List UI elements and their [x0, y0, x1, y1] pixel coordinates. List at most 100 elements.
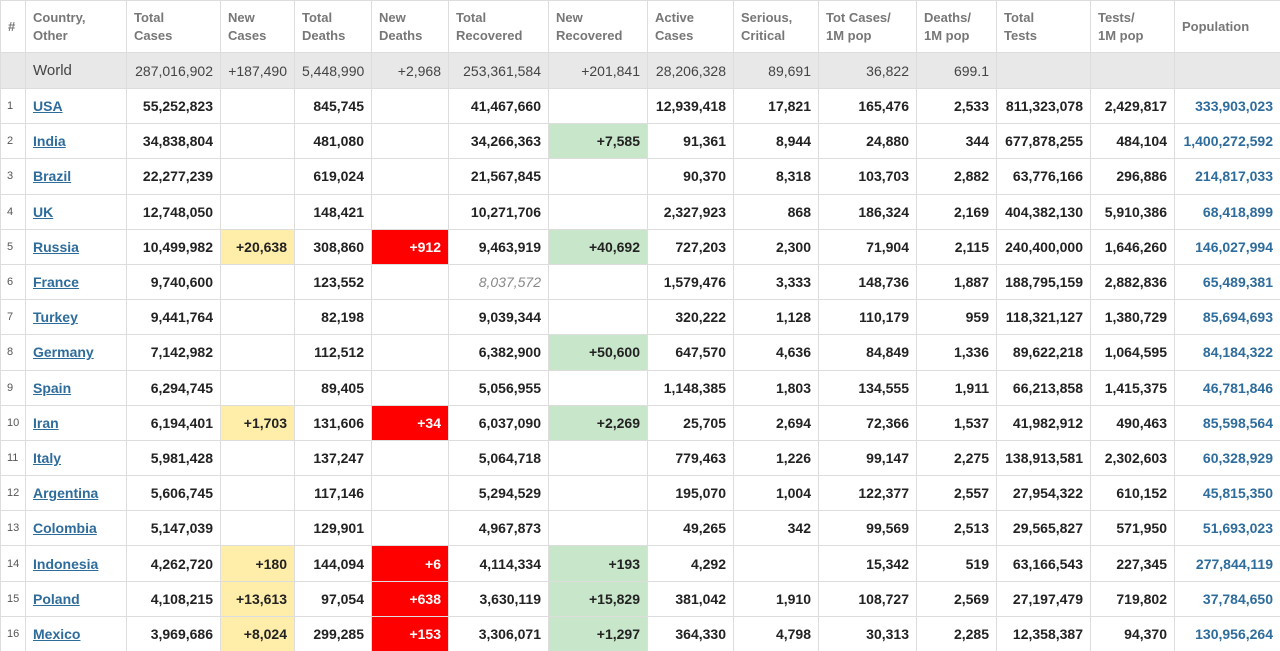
country-link[interactable]: Colombia	[33, 520, 97, 537]
cell: 9,463,919	[448, 228, 549, 265]
cell: 15	[0, 580, 26, 617]
column-header[interactable]: New Deaths	[371, 0, 449, 53]
cell	[220, 510, 295, 547]
cell: 29,565,827	[996, 510, 1091, 547]
cell: 27,197,479	[996, 580, 1091, 617]
cell	[220, 369, 295, 406]
country-row: 3 Brazil 22,277,239 619,024 21,567,845 90,370…	[0, 158, 1280, 195]
column-header[interactable]: #	[0, 0, 26, 53]
cell: +912	[371, 228, 449, 265]
column-header[interactable]: Total Recovered	[448, 0, 549, 53]
cell: 82,198	[294, 299, 372, 336]
cell: 55,252,823	[126, 87, 221, 125]
column-header[interactable]: New Recovered	[548, 0, 648, 53]
cell: 63,166,543	[996, 545, 1091, 582]
country-link[interactable]: Italy	[33, 449, 62, 466]
cell: 65,489,381	[1174, 263, 1280, 301]
cell: 10	[0, 404, 26, 441]
cell: 2,115	[916, 228, 997, 265]
country-link[interactable]: Turkey	[33, 309, 78, 326]
cell: 4,292	[647, 545, 734, 582]
cell	[371, 123, 449, 160]
cell	[371, 334, 449, 371]
column-header[interactable]: Serious, Critical	[733, 0, 819, 53]
cell: 227,345	[1090, 545, 1175, 582]
header-text: Total	[456, 9, 487, 25]
cell: 28,206,328	[647, 52, 734, 89]
cell: 1,128	[733, 299, 819, 336]
cell: 647,570	[647, 334, 734, 371]
cell: 89,691	[733, 52, 819, 89]
column-header[interactable]: Tot Cases/1M pop	[818, 0, 917, 53]
cell	[548, 87, 648, 125]
cell: 27,954,322	[996, 475, 1091, 512]
country-link[interactable]: Mexico	[33, 625, 81, 642]
cell: 108,727	[818, 580, 917, 617]
country-row: 16 Mexico 3,969,686 +8,024 299,285 +153 3,306,…	[0, 615, 1280, 651]
cell	[548, 193, 648, 230]
country-row: 11 Italy 5,981,428 137,247 5,064,718 779,463 1…	[0, 439, 1280, 477]
cell: 811,323,078	[996, 87, 1091, 125]
cell: 3	[0, 158, 26, 195]
cell	[371, 475, 449, 512]
cell: 6	[0, 263, 26, 301]
column-header[interactable]: New Cases	[220, 0, 295, 53]
cell: 779,463	[647, 439, 734, 477]
cell: 30,313	[818, 615, 917, 651]
cell: 117,146	[294, 475, 372, 512]
country-link[interactable]: Russia	[33, 238, 79, 255]
country-link[interactable]: Brazil	[33, 168, 72, 185]
cell	[220, 299, 295, 336]
cell: 5,448,990	[294, 52, 372, 89]
country-link[interactable]: UK	[33, 203, 54, 220]
country-link[interactable]: USA	[33, 98, 63, 115]
cell: 9,441,764	[126, 299, 221, 336]
country-link[interactable]: Iran	[33, 414, 59, 431]
column-header[interactable]: Country, Other	[25, 0, 127, 53]
cell: 37,784,650	[1174, 580, 1280, 617]
cell: 3,306,071	[448, 615, 549, 651]
cell	[371, 439, 449, 477]
country-link[interactable]: Germany	[33, 344, 94, 361]
column-header[interactable]: Total Tests	[996, 0, 1091, 53]
cell	[1090, 52, 1175, 89]
column-header[interactable]: Tests/1M pop	[1090, 0, 1175, 53]
country-link[interactable]: Poland	[33, 590, 80, 607]
column-header[interactable]: Total Deaths	[294, 0, 372, 53]
cell: 4,114,334	[448, 545, 549, 582]
cell	[1174, 52, 1280, 89]
cell: 4,967,873	[448, 510, 549, 547]
column-header[interactable]: Population	[1174, 0, 1280, 53]
country-link[interactable]: Spain	[33, 379, 72, 396]
cell: 296,886	[1090, 158, 1175, 195]
column-header[interactable]: Deaths/1M pop	[916, 0, 997, 53]
cell: +1,703	[220, 404, 295, 441]
cell: Iran	[25, 404, 127, 441]
country-link[interactable]: Indonesia	[33, 555, 99, 572]
header-text: Tot Cases/	[826, 9, 891, 25]
cell: +13,613	[220, 580, 295, 617]
cell: 122,377	[818, 475, 917, 512]
cell: 2,533	[916, 87, 997, 125]
country-link[interactable]: India	[33, 133, 66, 150]
cell	[220, 334, 295, 371]
country-link[interactable]: France	[33, 274, 79, 291]
cell: 11	[0, 439, 26, 477]
cell: 2	[0, 123, 26, 160]
cell: 619,024	[294, 158, 372, 195]
country-link[interactable]: Argentina	[33, 485, 99, 502]
cell: 381,042	[647, 580, 734, 617]
header-text: Deaths	[302, 27, 346, 43]
cell: 5	[0, 228, 26, 265]
column-header[interactable]: Total Cases	[126, 0, 221, 53]
cell: India	[25, 123, 127, 160]
cell: 12	[0, 475, 26, 512]
cell: Germany	[25, 334, 127, 371]
cell: +2,269	[548, 404, 648, 441]
cell: +638	[371, 580, 449, 617]
header-text: New	[379, 9, 406, 25]
cell: 1,064,595	[1090, 334, 1175, 371]
column-header[interactable]: Active Cases	[647, 0, 734, 53]
cell: 138,913,581	[996, 439, 1091, 477]
cell: 3,333	[733, 263, 819, 301]
